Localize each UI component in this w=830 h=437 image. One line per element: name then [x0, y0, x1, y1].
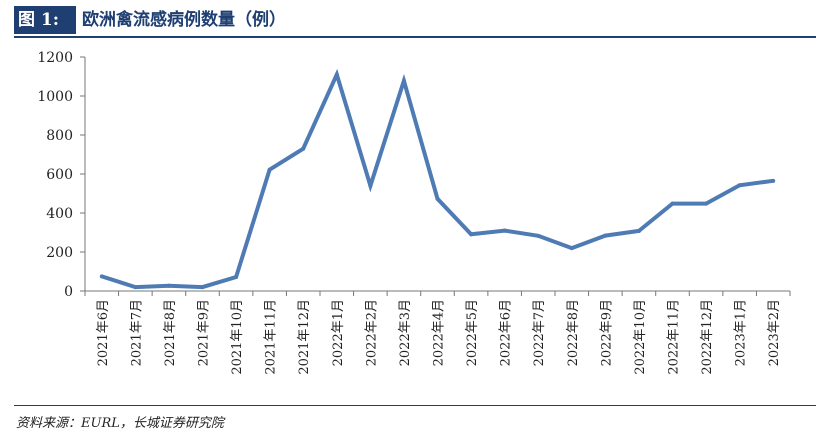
x-tick-label: 2022年11月: [667, 299, 682, 375]
data-point: [200, 285, 205, 290]
data-point: [670, 201, 675, 206]
x-tick-label: 2021年10月: [230, 299, 245, 375]
data-point: [368, 183, 373, 188]
data-point: [133, 285, 138, 290]
x-tick-label: 2022年4月: [432, 299, 447, 366]
data-point: [469, 232, 474, 237]
x-tick-label: 2022年10月: [633, 299, 648, 375]
y-tick-label: 200: [46, 245, 73, 261]
x-tick-label: 2022年1月: [331, 299, 346, 366]
x-tick-label: 2021年9月: [197, 299, 212, 366]
x-tick-label: 2022年7月: [532, 299, 547, 366]
y-tick-label: 400: [46, 206, 73, 222]
x-tick-label: 2021年7月: [129, 299, 144, 366]
data-point: [166, 283, 171, 288]
figure-header: 图 1: 欧洲禽流感病例数量（例）: [14, 6, 816, 38]
x-tick-label: 2022年12月: [700, 299, 715, 375]
data-point: [737, 183, 742, 188]
data-point: [99, 274, 104, 279]
chart-title: 欧洲禽流感病例数量（例）: [82, 10, 286, 30]
line-chart: 0 200 400 600 800 1000 1200 2021年6月 2021年7月 2021年…: [37, 50, 791, 375]
x-tick-label: 2022年6月: [499, 299, 514, 366]
source-note: 资料来源：EURL，长城证券研究院: [16, 416, 224, 431]
data-point: [603, 233, 608, 238]
data-point: [636, 228, 641, 233]
x-tick-label: 2022年8月: [566, 299, 581, 366]
data-point: [334, 72, 339, 77]
x-tick-label: 2021年6月: [96, 299, 111, 366]
data-point: [401, 78, 406, 83]
data-point: [267, 167, 272, 172]
x-tick-label: 2023年2月: [767, 299, 782, 366]
x-tick-label: 2021年11月: [264, 299, 279, 375]
series-line: [101, 68, 774, 290]
y-tick-label: 1000: [37, 89, 73, 105]
data-point: [502, 228, 507, 233]
x-tick-label: 2022年3月: [398, 299, 413, 366]
data-point: [435, 196, 440, 201]
header-divider: [14, 36, 816, 38]
data-point: [569, 246, 574, 251]
x-tick-label: 2022年2月: [364, 299, 379, 366]
x-tick-label: 2022年5月: [465, 299, 480, 366]
data-point: [234, 274, 239, 279]
x-tick-label: 2023年1月: [734, 299, 749, 366]
y-tick-label: 0: [64, 284, 73, 300]
data-point: [771, 178, 776, 183]
x-tick-label: 2022年9月: [599, 299, 614, 366]
data-point: [301, 146, 306, 151]
data-point: [704, 201, 709, 206]
footer-divider: [14, 405, 816, 406]
y-tick-label: 800: [46, 128, 73, 144]
y-tick-label: 600: [46, 167, 73, 183]
y-tick-label: 1200: [37, 50, 73, 66]
figure-label: 图 1:: [14, 6, 76, 34]
x-tick-label: 2021年8月: [163, 299, 178, 366]
x-tick-label: 2021年12月: [297, 299, 312, 375]
data-point: [536, 233, 541, 238]
